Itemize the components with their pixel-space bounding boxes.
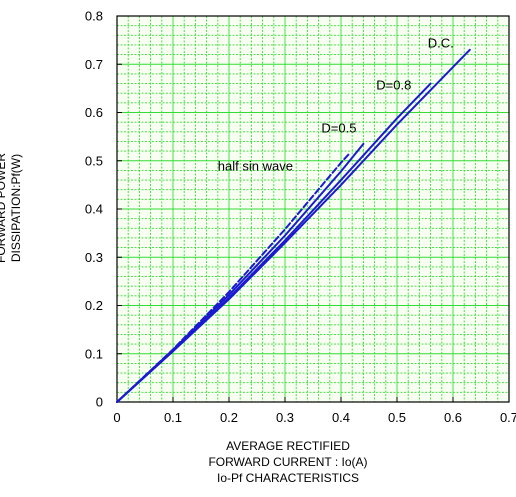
- y-axis-title-line-2: DISSIPATION:Pf(W): [9, 153, 23, 263]
- x-tick-label: 0.5: [388, 410, 406, 425]
- y-tick-label: 0.3: [85, 250, 103, 265]
- series-lines: [116, 48, 471, 403]
- x-axis-title-line-1: AVERAGE RECTIFIED: [226, 439, 350, 453]
- x-tick-label: 0.6: [444, 410, 462, 425]
- y-axis-title: FORWARD POWER DISSIPATION:Pf(W): [0, 133, 24, 283]
- y-tick-label: 0.5: [85, 153, 103, 168]
- series-annotation-4: half sin wave: [218, 158, 293, 173]
- x-tick-label: 0.7: [500, 410, 516, 425]
- y-tick-label: 0.8: [85, 9, 103, 24]
- x-tick-label: 0.3: [276, 410, 294, 425]
- series-annotation-1: D.C.: [428, 35, 454, 50]
- annotations: D.C. D=0.8 D=0.5 half sin wave: [218, 35, 454, 173]
- series-line-4: [116, 152, 351, 403]
- x-tick-label: 0.2: [220, 410, 238, 425]
- y-tick-label: 0.2: [85, 298, 103, 313]
- y-axis-title-line-1: FORWARD POWER: [0, 153, 8, 263]
- y-axis-ticks: 0 0.1 0.2 0.3 0.4 0.5 0.6 0.7 0.8: [85, 9, 122, 410]
- series-annotation-3: D=0.5: [321, 120, 356, 135]
- chart-caption: Io-Pf CHARACTERISTICS: [216, 471, 360, 485]
- grid: [117, 16, 509, 402]
- x-tick-label: 0: [113, 410, 120, 425]
- y-tick-label: 0.7: [85, 57, 103, 72]
- y-tick-label: 0.1: [85, 346, 103, 361]
- x-tick-label: 0.4: [332, 410, 350, 425]
- y-tick-label: 0: [96, 395, 103, 410]
- series-annotation-2: D=0.8: [376, 77, 411, 92]
- x-axis-title-line-2: FORWARD CURRENT : Io(A): [208, 455, 368, 469]
- y-tick-label: 0.4: [85, 202, 103, 217]
- y-tick-label: 0.6: [85, 105, 103, 120]
- x-axis-ticks: 0 0.1 0.2 0.3 0.4 0.5 0.6 0.7: [113, 397, 516, 425]
- x-tick-label: 0.1: [164, 410, 182, 425]
- x-axis-title: AVERAGE RECTIFIED FORWARD CURRENT : Io(A…: [158, 438, 418, 486]
